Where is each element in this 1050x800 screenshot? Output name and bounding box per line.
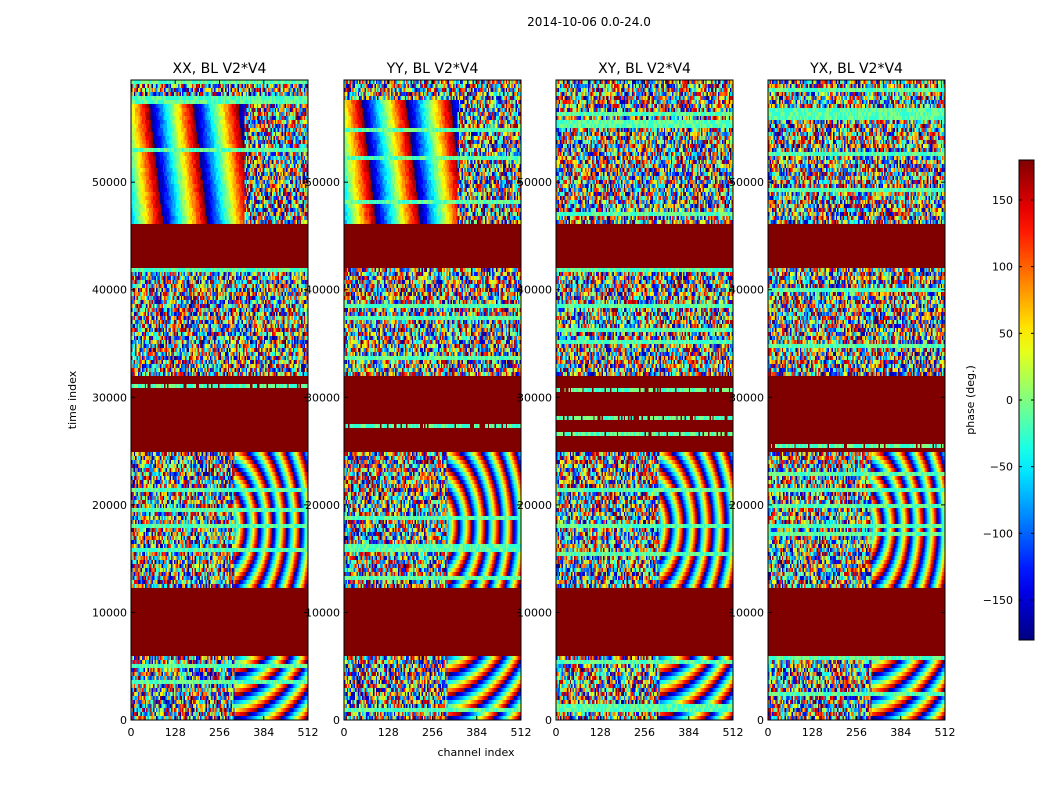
y-tick-label: 20000 (729, 499, 764, 512)
x-tick-label: 512 (723, 726, 744, 739)
y-tick-label: 10000 (92, 606, 127, 619)
y-axis-label: time index (66, 370, 79, 429)
colorbar-label: phase (deg.) (964, 365, 977, 435)
y-tick-label: 50000 (729, 176, 764, 189)
x-tick-label: 512 (298, 726, 319, 739)
colorbar-tick-label: 0 (1006, 394, 1013, 407)
y-tick-label: 10000 (517, 606, 552, 619)
colorbar-tick-label: −150 (983, 594, 1013, 607)
x-tick-label: 384 (253, 726, 274, 739)
y-tick-label: 0 (757, 714, 764, 727)
y-tick-label: 40000 (729, 284, 764, 297)
x-tick-label: 512 (935, 726, 956, 739)
heatmap-image (344, 80, 521, 720)
panels: XX, BL V2*V4 0 128 256 384 512 0 10000 20000 3000… (66, 61, 956, 759)
y-tick-label: 50000 (305, 176, 340, 189)
panel-title: XX, BL V2*V4 (173, 61, 267, 77)
x-tick-label: 256 (422, 726, 443, 739)
y-tick-label: 20000 (92, 499, 127, 512)
x-tick-label: 256 (634, 726, 655, 739)
y-tick-label: 30000 (92, 391, 127, 404)
x-tick-label: 128 (590, 726, 611, 739)
colorbar-tick-label: −100 (983, 527, 1013, 540)
y-tick-label: 30000 (305, 391, 340, 404)
y-tick-label: 50000 (92, 176, 127, 189)
y-tick-label: 50000 (517, 176, 552, 189)
colorbar-tick-label: −50 (990, 461, 1013, 474)
panel-title: YX, BL V2*V4 (809, 61, 903, 77)
heatmap-image (556, 80, 733, 720)
x-tick-label: 0 (341, 726, 348, 739)
y-tick-label: 10000 (305, 606, 340, 619)
panel-2: YY, BL V2*V4 0 128 256 384 512 0 10000 20000 3000… (305, 61, 532, 759)
x-tick-label: 256 (209, 726, 230, 739)
y-tick-label: 20000 (305, 499, 340, 512)
panel-1: XX, BL V2*V4 0 128 256 384 512 0 10000 20000 3000… (66, 61, 319, 739)
colorbar-tick-label: 100 (992, 261, 1013, 274)
y-tick-label: 40000 (92, 284, 127, 297)
x-tick-label: 512 (511, 726, 532, 739)
panel-title: XY, BL V2*V4 (598, 61, 691, 77)
colorbar: 150 100 50 0 −50 −100 −150 phase (deg.) (964, 159, 1035, 641)
panel-4: YX, BL V2*V4 0 128 256 384 512 0 10000 20000 3000… (729, 61, 956, 739)
x-tick-label: 384 (678, 726, 699, 739)
y-tick-label: 0 (545, 714, 552, 727)
y-tick-label: 10000 (729, 606, 764, 619)
x-tick-label: 128 (802, 726, 823, 739)
colorbar-tick-label: 150 (992, 194, 1013, 207)
y-tick-label: 30000 (517, 391, 552, 404)
x-tick-label: 0 (553, 726, 560, 739)
x-tick-label: 0 (128, 726, 135, 739)
y-tick-label: 0 (120, 714, 127, 727)
y-tick-label: 0 (333, 714, 340, 727)
x-tick-label: 256 (846, 726, 867, 739)
heatmap-image (768, 80, 945, 720)
x-tick-label: 128 (165, 726, 186, 739)
x-tick-label: 128 (378, 726, 399, 739)
x-axis-label: channel index (437, 746, 515, 759)
x-tick-label: 384 (466, 726, 487, 739)
x-tick-label: 384 (890, 726, 911, 739)
y-tick-label: 20000 (517, 499, 552, 512)
x-tick-label: 0 (765, 726, 772, 739)
suptitle: 2014-10-06 0.0-24.0 (527, 15, 651, 29)
y-tick-label: 40000 (305, 284, 340, 297)
heatmap-image (131, 80, 308, 720)
panel-title: YY, BL V2*V4 (386, 61, 479, 77)
colorbar-tick-label: 50 (999, 327, 1013, 340)
panel-3: XY, BL V2*V4 0 128 256 384 512 0 10000 20000 3000… (517, 61, 744, 739)
y-tick-label: 30000 (729, 391, 764, 404)
y-tick-label: 40000 (517, 284, 552, 297)
